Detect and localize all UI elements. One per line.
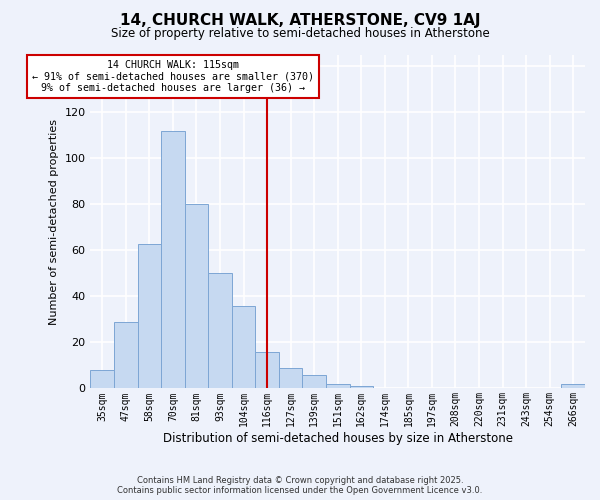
Bar [208, 274, 232, 388]
Bar [562, 384, 585, 388]
Bar [256, 352, 279, 389]
Bar [350, 386, 373, 388]
Text: 14, CHURCH WALK, ATHERSTONE, CV9 1AJ: 14, CHURCH WALK, ATHERSTONE, CV9 1AJ [120, 12, 480, 28]
Text: Size of property relative to semi-detached houses in Atherstone: Size of property relative to semi-detach… [110, 28, 490, 40]
Bar [185, 204, 208, 388]
Text: 14 CHURCH WALK: 115sqm
← 91% of semi-detached houses are smaller (370)
9% of sem: 14 CHURCH WALK: 115sqm ← 91% of semi-det… [32, 60, 314, 93]
Bar [232, 306, 256, 388]
Y-axis label: Number of semi-detached properties: Number of semi-detached properties [49, 118, 59, 324]
Bar [279, 368, 302, 388]
Text: Contains HM Land Registry data © Crown copyright and database right 2025.
Contai: Contains HM Land Registry data © Crown c… [118, 476, 482, 495]
Bar [326, 384, 350, 388]
Bar [161, 131, 185, 388]
Bar [302, 374, 326, 388]
Bar [91, 370, 114, 388]
X-axis label: Distribution of semi-detached houses by size in Atherstone: Distribution of semi-detached houses by … [163, 432, 513, 445]
Bar [114, 322, 137, 388]
Bar [137, 244, 161, 388]
